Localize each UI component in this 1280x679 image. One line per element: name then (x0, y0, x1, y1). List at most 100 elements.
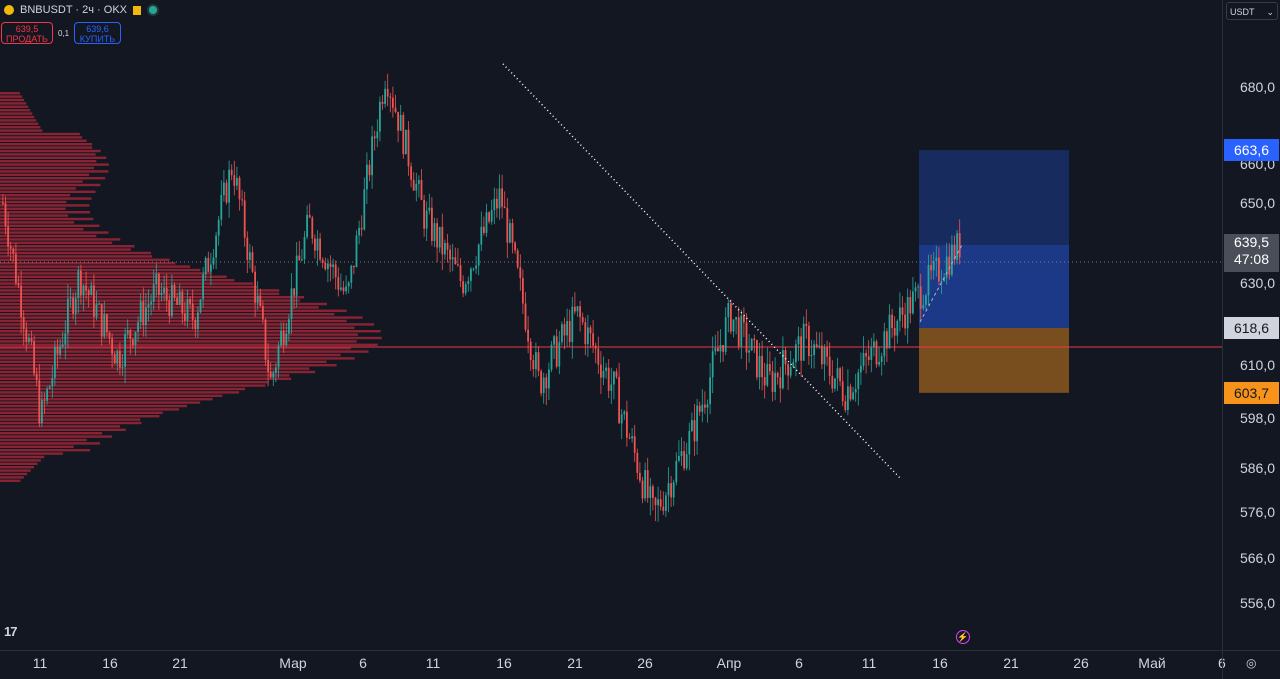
candle-body (633, 436, 636, 453)
currency-selector[interactable]: USDT ⌄ (1226, 2, 1278, 20)
volume-profile-bar (0, 92, 20, 95)
volume-profile-bar (0, 469, 31, 472)
candle-body (184, 313, 186, 321)
candle-body (935, 257, 938, 261)
candle-body (763, 377, 766, 386)
volume-profile-bar (0, 217, 94, 221)
candle-body (714, 347, 717, 352)
candle-body (259, 295, 262, 307)
candle-body (251, 252, 254, 272)
candle-body (732, 319, 735, 332)
candle-body (384, 88, 386, 104)
candle-body (581, 317, 584, 323)
volume-profile-bar (0, 177, 106, 180)
tradingview-logo-icon[interactable]: 17 (4, 624, 18, 639)
symbol-title[interactable]: BNBUSDT · 2ч · OKX (20, 4, 127, 16)
time-axis[interactable]: 11 16 21 Мар 6 11 16 21 26 Апр 6 11 16 21 26 Май 6 (0, 650, 1226, 679)
candle-body (870, 347, 873, 360)
volume-profile-bar (0, 136, 82, 139)
candle-body (849, 386, 852, 400)
position-zones (919, 150, 1069, 393)
candle-body (334, 264, 337, 278)
x-tick-label: 26 (1073, 655, 1089, 671)
volume-profile-bar (0, 105, 29, 108)
candle-body (243, 200, 246, 238)
volume-profile-bar (0, 384, 266, 387)
volume-profile-bar (0, 285, 258, 289)
volume-profile-bar (0, 146, 93, 149)
volume-profile-bar (0, 411, 163, 414)
candle-body (35, 373, 38, 381)
candle-body (405, 129, 407, 155)
candle-body (134, 332, 137, 346)
candle-body (821, 345, 823, 365)
candle-body (922, 304, 925, 309)
candle-body (345, 286, 347, 292)
candle-body (930, 265, 932, 271)
candle-body (688, 430, 691, 455)
volume-profile-bar (0, 347, 351, 350)
volume-profile-bar (0, 173, 90, 176)
candle-body (238, 177, 241, 200)
flag-icon[interactable] (133, 5, 141, 15)
price-chart[interactable] (0, 0, 1222, 650)
volume-profile-bar (0, 292, 280, 295)
volume-profile-bar (0, 166, 94, 170)
candle-body (873, 341, 875, 348)
sell-button[interactable]: 639,5 ПРОДАТЬ (1, 22, 53, 44)
candle-body (719, 345, 722, 352)
candle-body (457, 264, 459, 266)
candle-body (353, 265, 355, 268)
volume-profile-bar (0, 326, 355, 329)
candle-body (652, 486, 654, 498)
candle-body (25, 329, 28, 342)
candle-body (147, 304, 150, 308)
candle-body (191, 303, 194, 320)
volume-profile-bar (0, 472, 28, 476)
volume-profile-bar (0, 251, 152, 255)
bnb-coin-icon (4, 5, 14, 15)
candle-body (610, 384, 613, 391)
candle-body (943, 277, 945, 281)
candle-body (451, 257, 454, 260)
candle-body (893, 327, 896, 336)
candle-body (620, 414, 623, 424)
candle-body (80, 270, 82, 296)
candle-body (163, 287, 165, 293)
candle-body (477, 244, 480, 266)
filled-profit-zone (919, 245, 1069, 329)
volume-profile-bar (0, 462, 38, 465)
projection-line (919, 242, 964, 323)
candle-body (85, 285, 87, 291)
settings-icon[interactable]: ◎ (1246, 656, 1257, 670)
lightning-icon[interactable]: ⚡ (956, 630, 970, 644)
candle-body (38, 380, 41, 424)
candle-body (290, 288, 293, 320)
volume-profile-bar (0, 296, 305, 299)
candle-body (706, 404, 709, 408)
candle-body (431, 207, 433, 241)
candle-body (181, 291, 184, 314)
candle-body (228, 169, 230, 203)
candle-body (470, 268, 472, 281)
market-open-icon (147, 4, 159, 16)
candle-body (696, 405, 698, 442)
candle-body (189, 298, 191, 304)
volume-profile-bar (0, 214, 69, 217)
candle-body (475, 265, 477, 269)
volume-profile-bar (0, 323, 375, 326)
candle-body (20, 285, 22, 318)
volume-profile-bar (0, 425, 120, 428)
candle-body (233, 175, 236, 186)
candle-body (207, 257, 210, 272)
candle-body (574, 306, 576, 312)
buy-button[interactable]: 639,6 КУПИТЬ (74, 22, 121, 44)
candle-body (298, 255, 301, 261)
candle-body (444, 242, 446, 255)
candle-body (246, 237, 249, 260)
x-tick-label: 21 (567, 655, 583, 671)
candle-body (100, 303, 103, 337)
candle-body (15, 253, 17, 284)
candle-body (72, 297, 74, 314)
volume-profile-bar (0, 408, 180, 411)
